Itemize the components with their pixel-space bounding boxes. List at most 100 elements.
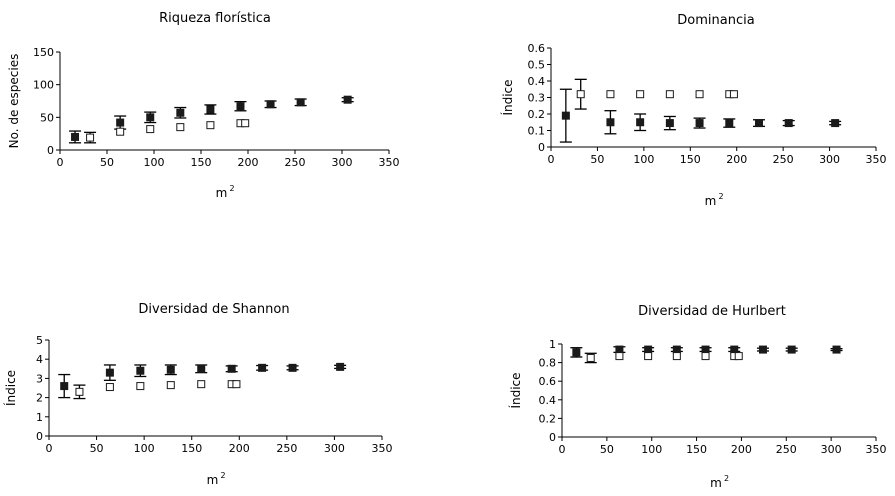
data-point-filled xyxy=(615,345,624,354)
x-tick-label: 50 xyxy=(600,443,614,456)
data-point-filled xyxy=(561,111,570,120)
x-tick-label: 0 xyxy=(548,153,555,166)
x-tick-label: 200 xyxy=(726,153,747,166)
data-point-filled xyxy=(665,119,674,128)
x-tick-label: 100 xyxy=(134,442,155,455)
y-tick-label: 4 xyxy=(36,353,43,366)
x-tick-label: 250 xyxy=(276,442,297,455)
data-point-filled xyxy=(296,98,305,107)
data-point-filled xyxy=(176,108,185,117)
y-tick-label: 1 xyxy=(36,411,43,424)
y-tick-label: 0.5 xyxy=(528,59,546,72)
x-tick-label: 200 xyxy=(238,156,259,169)
chart-title: Dominancia xyxy=(677,13,754,28)
x-tick-label: 350 xyxy=(866,443,887,456)
y-tick-label: 0.8 xyxy=(539,357,557,370)
x-tick-label: 300 xyxy=(332,156,353,169)
data-point-open xyxy=(644,352,653,361)
x-axis-label: m xyxy=(710,476,722,490)
data-point-filled xyxy=(672,345,681,354)
y-tick-label: 150 xyxy=(33,46,54,59)
y-tick-label: 0 xyxy=(47,144,54,157)
y-tick-label: 0.1 xyxy=(528,125,546,138)
data-point-filled xyxy=(71,132,80,141)
data-point-filled xyxy=(701,345,710,354)
y-tick-label: 0.4 xyxy=(528,75,546,88)
data-point-filled xyxy=(758,345,767,354)
x-tick-label: 100 xyxy=(144,156,165,169)
y-tick-label: 0 xyxy=(36,430,43,443)
chart-title: Diversidad de Shannon xyxy=(138,302,289,317)
y-tick-label: 0.4 xyxy=(539,394,557,407)
data-point-open xyxy=(665,90,674,99)
data-point-filled xyxy=(606,118,615,127)
data-point-open xyxy=(615,352,624,361)
y-tick-label: 0 xyxy=(549,431,556,444)
data-point-filled xyxy=(343,95,352,104)
data-point-open xyxy=(672,352,681,361)
y-axis-label: Índice xyxy=(508,372,523,408)
y-tick-label: 0.6 xyxy=(539,375,557,388)
y-tick-label: 1 xyxy=(549,338,556,351)
data-point-open xyxy=(586,353,595,362)
x-axis-label-superscript: 2 xyxy=(221,471,226,480)
x-tick-label: 300 xyxy=(821,443,842,456)
data-point-filled xyxy=(146,113,155,122)
y-axis-label: No. de especies xyxy=(7,54,21,149)
x-tick-label: 150 xyxy=(191,156,212,169)
x-tick-label: 300 xyxy=(324,442,345,455)
data-point-open xyxy=(729,90,738,99)
data-point-filled xyxy=(236,102,245,111)
chart-panel-2: Dominancia 0 50 100 150 200 250 300 350 0 0.1 0.2 0.… xyxy=(500,13,887,208)
x-axis-label-superscript: 2 xyxy=(724,474,729,483)
y-tick-label: 50 xyxy=(40,111,54,124)
x-tick-label: 300 xyxy=(819,153,840,166)
data-point-open xyxy=(86,133,95,142)
data-point-filled xyxy=(166,365,175,374)
data-point-filled xyxy=(832,345,841,354)
y-tick-label: 2 xyxy=(36,392,43,405)
data-point-open xyxy=(576,90,585,99)
x-tick-label: 350 xyxy=(379,156,400,169)
data-point-open xyxy=(75,387,84,396)
y-tick-label: 0.6 xyxy=(528,42,546,55)
y-tick-label: 100 xyxy=(33,79,54,92)
data-point-open xyxy=(105,383,114,392)
x-tick-label: 50 xyxy=(100,156,114,169)
data-point-filled xyxy=(730,345,739,354)
data-point-filled xyxy=(831,119,840,128)
data-point-open xyxy=(701,352,710,361)
x-tick-label: 50 xyxy=(90,442,104,455)
x-tick-label: 100 xyxy=(641,443,662,456)
y-tick-label: 0.2 xyxy=(528,108,546,121)
data-point-filled xyxy=(755,119,763,128)
data-point-filled xyxy=(206,105,215,114)
data-point-filled xyxy=(197,364,206,373)
x-tick-label: 0 xyxy=(46,442,53,455)
data-point-filled xyxy=(105,368,114,377)
x-tick-label: 250 xyxy=(285,156,306,169)
chart-panel-4: Diversidad de Hurlbert 0 50 100 150 200 250 300… xyxy=(508,304,887,490)
y-axis-label: Índice xyxy=(3,370,18,406)
x-axis-label-superscript: 2 xyxy=(719,192,724,201)
x-tick-label: 100 xyxy=(633,153,654,166)
x-tick-label: 200 xyxy=(229,442,250,455)
x-tick-label: 350 xyxy=(866,153,887,166)
data-point-filled xyxy=(725,119,734,128)
x-tick-label: 50 xyxy=(590,153,604,166)
x-tick-label: 0 xyxy=(57,156,64,169)
data-point-open xyxy=(636,90,645,99)
data-point-filled xyxy=(572,348,581,357)
data-point-open xyxy=(241,119,250,128)
data-point-open xyxy=(606,90,615,99)
data-point-open xyxy=(734,352,743,361)
data-point-filled xyxy=(636,118,645,127)
x-axis-label: m xyxy=(705,194,717,208)
data-point-filled xyxy=(136,366,145,375)
y-tick-label: 0 xyxy=(538,141,545,154)
y-tick-label: 0.3 xyxy=(528,92,546,105)
data-point-filled xyxy=(116,118,125,127)
x-axis-label: m xyxy=(207,473,219,487)
